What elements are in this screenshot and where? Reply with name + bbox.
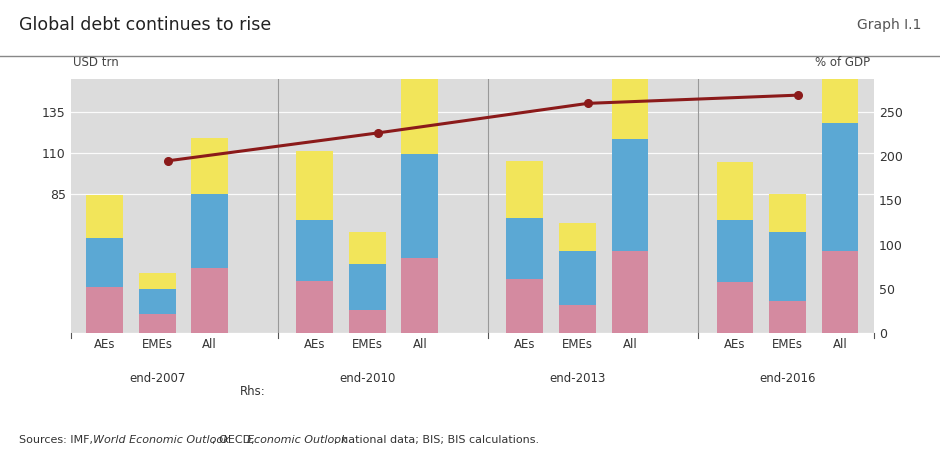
Bar	[401, 52, 438, 154]
Text: World Economic Outlook: World Economic Outlook	[93, 435, 229, 445]
Text: Graph I.1: Graph I.1	[857, 18, 921, 32]
Text: USD trn: USD trn	[73, 56, 119, 69]
Bar	[139, 289, 176, 313]
Bar	[612, 251, 649, 333]
Bar	[192, 194, 228, 268]
Bar	[559, 306, 596, 333]
Bar	[559, 223, 596, 251]
Bar	[612, 54, 649, 139]
Bar	[296, 151, 333, 220]
Bar	[769, 194, 806, 232]
Text: ; OECD,: ; OECD,	[212, 435, 258, 445]
Bar	[349, 310, 385, 333]
Bar	[716, 282, 753, 333]
Bar	[612, 139, 649, 251]
Text: Rhs:: Rhs:	[240, 385, 265, 398]
Bar	[507, 219, 543, 279]
Bar	[349, 264, 385, 310]
Bar	[139, 273, 176, 289]
Bar	[86, 238, 123, 288]
Bar	[507, 279, 543, 333]
Bar	[192, 268, 228, 333]
Bar	[769, 232, 806, 300]
Text: end-2010: end-2010	[339, 372, 396, 385]
Bar	[401, 154, 438, 258]
Text: Global debt continues to rise: Global debt continues to rise	[19, 16, 271, 34]
Text: end-2016: end-2016	[760, 372, 816, 385]
Bar	[349, 232, 385, 264]
Text: end-2013: end-2013	[549, 372, 605, 385]
Text: Economic Outlook: Economic Outlook	[247, 435, 348, 445]
Text: ; national data; BIS; BIS calculations.: ; national data; BIS; BIS calculations.	[334, 435, 539, 445]
Bar	[296, 281, 333, 333]
Bar	[507, 161, 543, 219]
Text: end-2007: end-2007	[129, 372, 185, 385]
Bar	[139, 313, 176, 333]
Bar	[401, 258, 438, 333]
Bar	[716, 163, 753, 220]
Bar	[296, 220, 333, 281]
Text: Sources: IMF,: Sources: IMF,	[19, 435, 96, 445]
Bar	[822, 251, 858, 333]
Bar	[559, 251, 596, 306]
Bar	[86, 288, 123, 333]
Bar	[769, 300, 806, 333]
Bar	[822, 30, 858, 123]
Bar	[86, 195, 123, 238]
Bar	[822, 123, 858, 251]
Bar	[192, 138, 228, 194]
Bar	[716, 220, 753, 282]
Text: % of GDP: % of GDP	[815, 56, 870, 69]
